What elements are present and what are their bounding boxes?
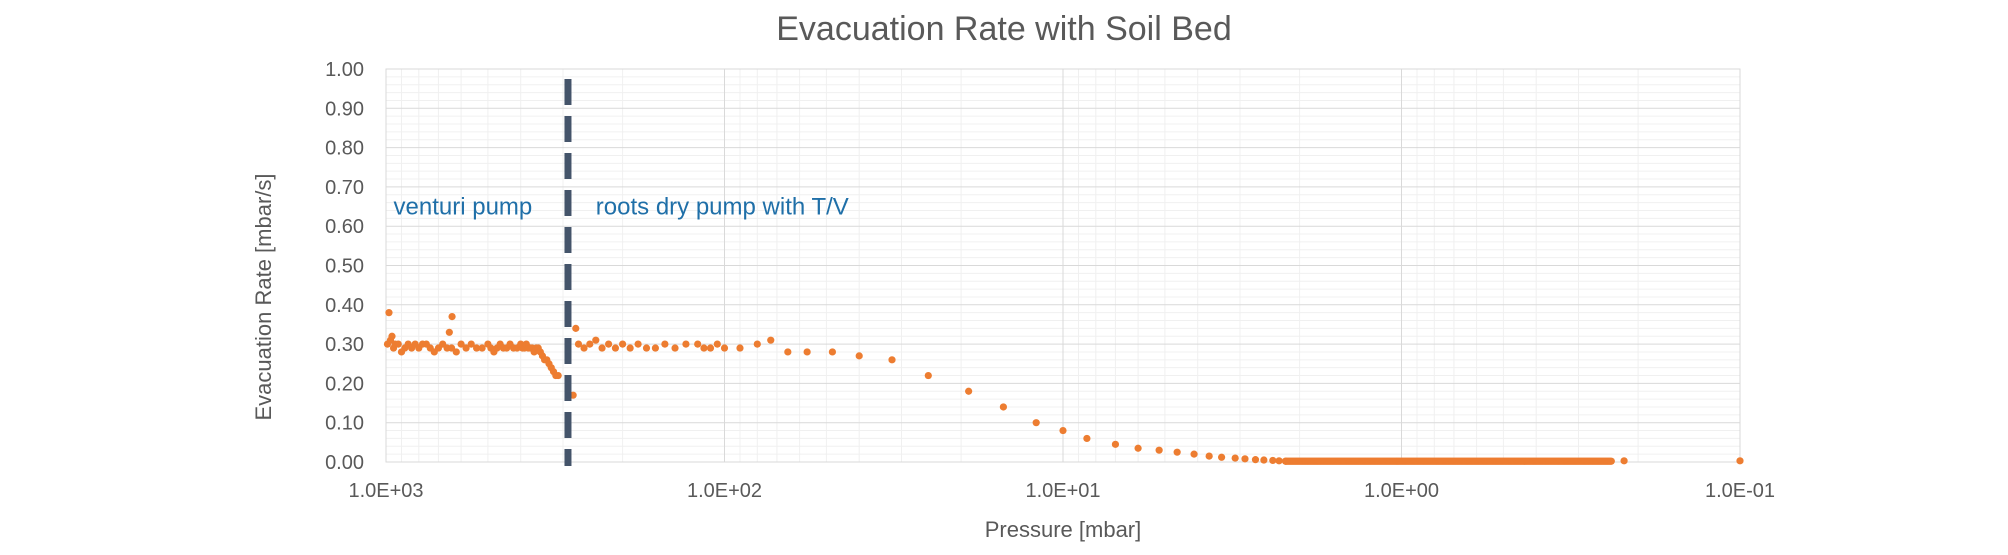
data-point bbox=[394, 340, 402, 348]
data-point bbox=[803, 348, 811, 356]
data-point bbox=[1205, 452, 1213, 460]
data-point bbox=[1111, 440, 1120, 448]
data-point bbox=[828, 348, 836, 356]
data-point bbox=[1251, 456, 1260, 464]
data-points bbox=[383, 309, 1744, 465]
data-point bbox=[888, 356, 896, 364]
data-point bbox=[1190, 450, 1198, 458]
data-point bbox=[448, 312, 456, 321]
y-tick-label: 0.00 bbox=[325, 452, 364, 474]
annotation-label: roots dry pump with T/V bbox=[596, 194, 849, 221]
annotation-label: venturi pump bbox=[394, 194, 533, 221]
data-point bbox=[1275, 457, 1283, 465]
data-point bbox=[706, 344, 715, 352]
y-tick-label: 0.50 bbox=[325, 256, 364, 278]
data-point bbox=[642, 344, 651, 352]
x-tick-label: 1.0E+01 bbox=[1025, 480, 1100, 502]
y-tick-label: 0.80 bbox=[325, 138, 364, 160]
y-axis-label: Evacuation Rate [mbar/s] bbox=[251, 173, 276, 420]
data-point bbox=[388, 332, 396, 340]
data-point bbox=[457, 340, 465, 348]
data-point bbox=[736, 344, 744, 352]
data-point bbox=[1155, 446, 1163, 454]
y-tick-label: 0.60 bbox=[325, 216, 364, 238]
data-point bbox=[1059, 426, 1067, 435]
data-point bbox=[651, 344, 660, 352]
data-point bbox=[1260, 456, 1268, 464]
data-point bbox=[1134, 444, 1142, 452]
data-point bbox=[720, 344, 729, 352]
data-point bbox=[682, 340, 690, 348]
data-point bbox=[1620, 457, 1628, 465]
data-point bbox=[661, 340, 669, 348]
data-point bbox=[598, 344, 606, 352]
data-point bbox=[619, 340, 627, 348]
x-axis-label: Pressure [mbar] bbox=[985, 517, 1142, 542]
x-axis-ticks: 1.0E+03 1.0E+02 1.0E+01 1.0E+00 1.0E-01 bbox=[348, 480, 1775, 502]
y-tick-label: 0.30 bbox=[325, 334, 364, 356]
data-point bbox=[924, 371, 932, 380]
x-tick-label: 1.0E+03 bbox=[348, 480, 423, 502]
data-point bbox=[713, 340, 721, 348]
data-point bbox=[855, 352, 863, 360]
data-point bbox=[445, 328, 453, 336]
y-tick-label: 1.00 bbox=[325, 59, 364, 81]
data-point bbox=[478, 344, 486, 352]
data-point bbox=[572, 324, 580, 332]
data-point bbox=[1607, 457, 1615, 465]
data-point bbox=[1231, 454, 1239, 462]
data-point bbox=[604, 340, 613, 348]
annotations: venturi pump roots dry pump with T/V bbox=[394, 194, 849, 221]
data-point bbox=[999, 403, 1007, 411]
data-point bbox=[626, 344, 634, 352]
data-point bbox=[1241, 455, 1249, 463]
data-point bbox=[580, 344, 588, 352]
data-point bbox=[753, 340, 761, 348]
data-point bbox=[1217, 453, 1226, 461]
data-point bbox=[586, 340, 594, 348]
x-tick-label: 1.0E-01 bbox=[1705, 480, 1775, 502]
data-point bbox=[671, 344, 679, 352]
data-point bbox=[1173, 448, 1181, 456]
data-point bbox=[462, 344, 470, 352]
data-point bbox=[965, 387, 973, 395]
grid bbox=[385, 68, 1741, 463]
data-point bbox=[1032, 419, 1040, 427]
data-point bbox=[554, 371, 562, 380]
data-point bbox=[592, 336, 600, 344]
y-axis-ticks: 0.00 0.10 0.20 0.30 0.40 0.50 0.60 0.70 0.80 0.90… bbox=[325, 59, 364, 474]
data-point bbox=[452, 348, 460, 356]
data-point bbox=[611, 344, 620, 352]
data-point bbox=[767, 336, 775, 344]
data-point bbox=[1269, 456, 1277, 465]
data-point bbox=[694, 340, 702, 348]
data-point bbox=[472, 344, 481, 352]
data-point bbox=[467, 340, 475, 348]
data-point bbox=[574, 340, 583, 348]
data-point bbox=[1083, 434, 1091, 443]
y-tick-label: 0.10 bbox=[325, 413, 364, 435]
x-tick-label: 1.0E+00 bbox=[1364, 480, 1439, 502]
y-tick-label: 0.20 bbox=[325, 373, 364, 395]
data-point bbox=[700, 344, 708, 352]
chart-title: Evacuation Rate with Soil Bed bbox=[776, 10, 1231, 48]
y-tick-label: 0.70 bbox=[325, 177, 364, 199]
data-point bbox=[1736, 457, 1744, 465]
x-tick-label: 1.0E+02 bbox=[687, 480, 762, 502]
plot-area-border bbox=[385, 68, 1741, 463]
data-point bbox=[385, 309, 393, 317]
data-point bbox=[634, 340, 642, 348]
y-tick-label: 0.90 bbox=[325, 98, 364, 120]
data-point bbox=[784, 348, 792, 356]
y-tick-label: 0.40 bbox=[325, 295, 364, 317]
